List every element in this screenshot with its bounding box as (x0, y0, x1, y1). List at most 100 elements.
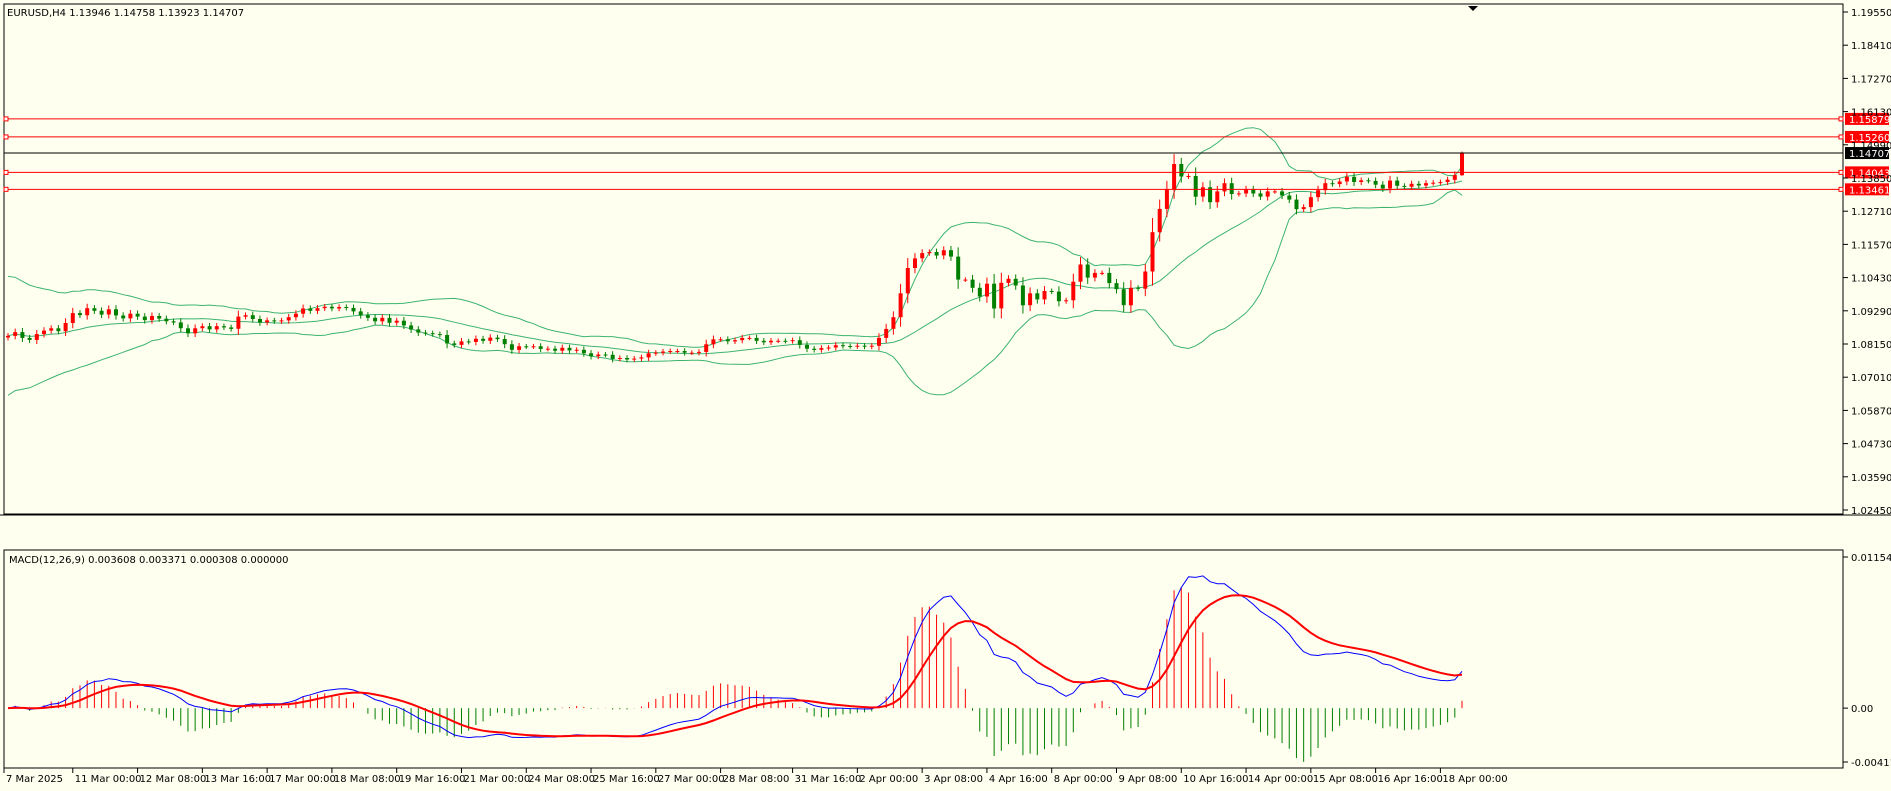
candle-body (358, 311, 363, 316)
candle-body (70, 313, 75, 323)
candle-body (1395, 180, 1400, 186)
candle-body (596, 354, 601, 357)
candle-body (200, 326, 205, 329)
candle-body (855, 345, 860, 347)
candle-body (243, 315, 248, 317)
macd-axis-label: 0.011545 (1851, 553, 1891, 564)
price-pane[interactable] (3, 3, 1844, 515)
price-label-tag (1845, 166, 1889, 179)
candle-body (1308, 197, 1313, 208)
macd-signal-line (7, 594, 1463, 738)
candle-body (992, 283, 997, 309)
candle-body (56, 328, 61, 332)
level-anchor-handle[interactable] (3, 116, 9, 122)
candle-body (214, 326, 219, 330)
candle-body (761, 340, 766, 343)
candle-body (344, 307, 349, 308)
candle-body (365, 315, 370, 318)
candle-body (142, 316, 147, 321)
candle-body (459, 341, 464, 345)
candle-body (502, 339, 507, 345)
candle-body (1366, 180, 1371, 182)
candle-body (877, 337, 881, 346)
level-anchor-handle[interactable] (3, 169, 9, 175)
level-anchor-handle[interactable] (1838, 134, 1844, 140)
price-label-tag (1845, 112, 1889, 125)
level-anchor-handle[interactable] (3, 186, 9, 192)
time-axis-label: 8 Apr 00:00 (1054, 774, 1113, 785)
candle-body (121, 315, 126, 319)
price-axis-label: 1.16130 (1851, 108, 1891, 119)
candle-body (106, 309, 111, 315)
candle-body (603, 354, 608, 356)
candle-body (884, 328, 889, 338)
candle-body (898, 293, 903, 318)
candle-body (207, 326, 212, 330)
candle-body (1049, 291, 1054, 292)
price-axis-label: 1.17270 (1851, 74, 1891, 85)
time-axis-label: 11 Mar 00:00 (75, 774, 142, 785)
time-axis-label: 28 Mar 08:00 (723, 774, 790, 785)
time-axis-label: 27 Mar 00:00 (658, 774, 725, 785)
time-axis-label: 16 Apr 16:00 (1378, 774, 1443, 785)
candle-body (481, 338, 486, 341)
time-axis-label: 21 Mar 00:00 (463, 774, 530, 785)
price-axis-label: 1.04730 (1851, 440, 1891, 451)
candle-body (1452, 175, 1457, 180)
candle-body (337, 307, 342, 309)
candle-body (85, 308, 90, 316)
candle-body (862, 345, 867, 347)
shift-marker-icon[interactable] (1468, 6, 1478, 11)
candle-body (632, 358, 637, 360)
candle-body (985, 283, 989, 297)
candle-body (812, 348, 817, 350)
candle-body (797, 340, 802, 345)
candle-body (949, 250, 953, 257)
candle-body (1330, 183, 1335, 185)
candle-body (1100, 272, 1105, 274)
price-axis-label: 1.10430 (1851, 274, 1891, 285)
price-label-tag (1845, 130, 1889, 143)
candle-body (531, 346, 536, 348)
candle-body (1222, 183, 1227, 192)
candle-body (1337, 181, 1342, 185)
candle-body (1424, 183, 1428, 186)
candle-body (1179, 164, 1184, 177)
candle-body (1186, 176, 1191, 177)
price-axis-label: 1.05870 (1851, 406, 1891, 417)
candle-body (1064, 300, 1069, 302)
candle-body (913, 258, 917, 268)
level-anchor-handle[interactable] (1838, 116, 1844, 122)
candle-body (538, 346, 543, 349)
price-axis-label: 1.19550 (1851, 8, 1891, 19)
candle-body (833, 345, 838, 348)
candle-body (848, 346, 853, 347)
candle-body (78, 313, 82, 316)
time-axis-label: 24 Mar 08:00 (528, 774, 595, 785)
candle-body (826, 347, 831, 349)
candle-body (488, 337, 493, 341)
candle-body (574, 349, 579, 351)
candle-body (114, 309, 118, 316)
candle-body (689, 352, 694, 354)
level-anchor-handle[interactable] (3, 134, 9, 140)
price-axis-label: 1.13850 (1851, 174, 1891, 185)
price-axis-label: 1.07010 (1851, 373, 1891, 384)
candle-body (272, 320, 277, 322)
candle-body (34, 334, 39, 340)
price-label-text: 1.13461 (1849, 185, 1890, 196)
time-axis-label: 12 Mar 08:00 (140, 774, 207, 785)
candle-body (308, 308, 313, 311)
candle-body (250, 315, 255, 319)
macd-pane[interactable] (3, 549, 1844, 769)
bollinger-lower-line (7, 189, 1463, 396)
price-axis-label: 1.02450 (1851, 506, 1891, 517)
level-anchor-handle[interactable] (1838, 169, 1844, 175)
candle-body (423, 332, 428, 334)
macd-axis-label: 0.00 (1851, 704, 1873, 715)
level-anchor-handle[interactable] (1838, 186, 1844, 192)
candle-body (682, 351, 687, 353)
macd-main-line (7, 575, 1463, 739)
time-axis-label: 25 Mar 16:00 (593, 774, 660, 785)
